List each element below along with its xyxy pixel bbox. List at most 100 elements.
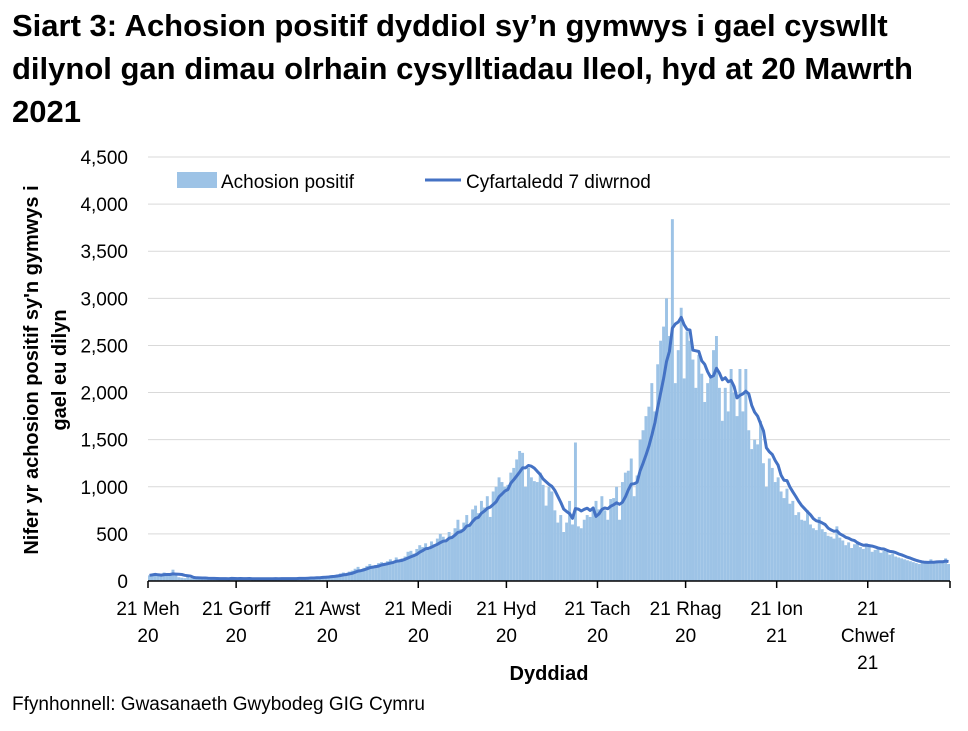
gridlines [148, 156, 950, 535]
bar [712, 350, 715, 581]
bar [353, 568, 357, 581]
bar [391, 562, 395, 581]
bar [435, 538, 439, 581]
bar [673, 383, 677, 581]
bar [547, 486, 551, 581]
bar [418, 545, 422, 581]
legend-label-bars: Achosion positif [221, 172, 355, 193]
chart-title: Siart 3: Achosion positif dyddiol sy’n g… [12, 8, 913, 129]
bar [826, 535, 830, 581]
bar [891, 553, 895, 581]
bar [882, 550, 886, 581]
seven-day-average-line [149, 315, 949, 581]
bar [594, 500, 598, 581]
bar [914, 563, 918, 581]
bar [647, 406, 651, 581]
bar [427, 549, 431, 581]
bar [691, 359, 695, 581]
x-tick-label: 21 Hyd [476, 599, 536, 620]
bar [767, 458, 771, 581]
bar [453, 528, 457, 581]
bar [400, 558, 404, 581]
bar [847, 542, 851, 581]
y-tick-label: 500 [96, 525, 128, 546]
bar [368, 564, 372, 581]
bar [497, 477, 501, 581]
bar [759, 420, 762, 581]
bar [585, 515, 589, 581]
bar [177, 577, 181, 581]
bar [662, 326, 666, 581]
x-tick-label: 20 [496, 626, 517, 647]
bar [650, 383, 654, 581]
bar [618, 519, 621, 581]
x-tick-label: 21 Tach [564, 599, 630, 620]
bar [565, 522, 569, 581]
bar [341, 572, 345, 581]
bar [153, 573, 157, 581]
bar [782, 498, 786, 581]
bar [494, 486, 498, 581]
bar [462, 522, 466, 581]
bar [879, 552, 883, 581]
bar [861, 548, 865, 581]
bar [694, 387, 698, 581]
x-tick-label: 20 [317, 626, 338, 647]
bar [383, 564, 386, 581]
bar [632, 496, 636, 581]
bar [544, 505, 548, 581]
legend-swatch-bars [177, 172, 217, 188]
bar [556, 522, 560, 581]
bar [732, 392, 736, 581]
bar [412, 553, 416, 581]
bar [603, 510, 607, 581]
y-tick-label: 3,000 [80, 289, 128, 310]
bar [203, 578, 207, 581]
bar [356, 566, 360, 581]
x-tick-label: 20 [675, 626, 696, 647]
bar [485, 496, 489, 581]
bar [538, 472, 542, 581]
bar [562, 532, 566, 581]
bar [806, 510, 809, 581]
bar [900, 558, 903, 581]
bar [935, 561, 939, 581]
y-tick-label: 4,000 [80, 195, 128, 216]
bar [159, 576, 163, 581]
x-tick-label: 21 Awst [294, 599, 361, 620]
bar [582, 519, 586, 581]
bar [641, 430, 645, 581]
bar [665, 298, 668, 581]
bar [926, 561, 930, 581]
bar [162, 572, 166, 581]
bar [864, 543, 868, 581]
bar [394, 557, 398, 581]
y-tick-label: 3,500 [80, 242, 128, 263]
bar [858, 547, 862, 581]
bar [447, 532, 451, 581]
bar [779, 491, 783, 581]
bar [873, 549, 877, 581]
bar [679, 307, 683, 581]
bar [800, 519, 804, 581]
bar [424, 543, 428, 581]
bar [209, 579, 213, 581]
bar [195, 577, 198, 581]
x-tick-label: 21 Meh [116, 599, 179, 620]
bar [347, 571, 351, 581]
bar [735, 416, 739, 581]
bar [626, 470, 630, 581]
bar [811, 528, 815, 581]
bar [714, 336, 718, 581]
bar [156, 575, 160, 581]
bar [459, 529, 463, 581]
bar [430, 541, 433, 581]
bar [471, 509, 475, 581]
bar [197, 578, 201, 581]
bar [465, 515, 469, 581]
bar [503, 486, 507, 581]
bar [338, 573, 342, 581]
bar [761, 463, 765, 581]
bar [609, 499, 613, 581]
bar [803, 520, 807, 581]
